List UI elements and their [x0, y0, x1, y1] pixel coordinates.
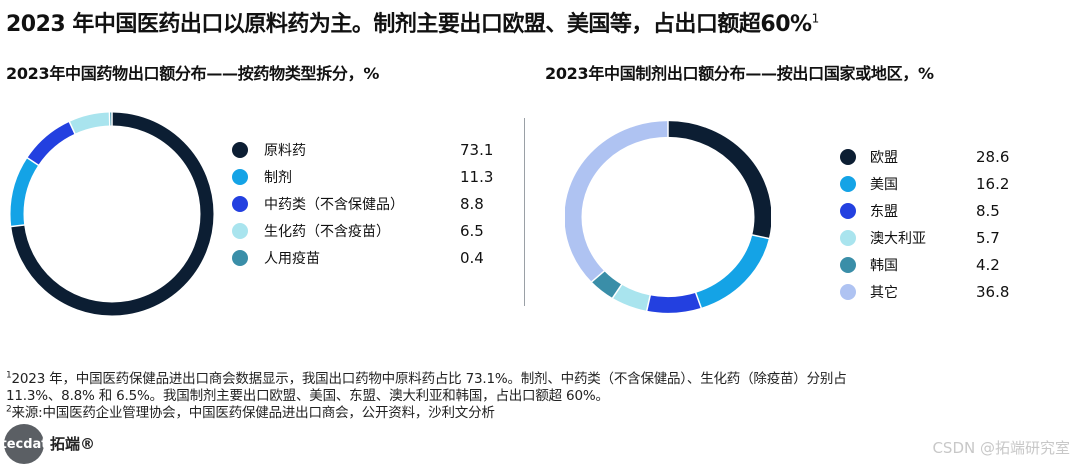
formulation-region-slice-2: [565, 121, 771, 313]
formulation-region-legend-value: 36.8: [976, 283, 1010, 301]
brand-name: 拓端®: [50, 435, 96, 453]
formulation-region-legend-swatch: [840, 257, 856, 273]
formulation-region-slice-separator-1: [751, 234, 770, 240]
drug-type-legend-swatch: [232, 142, 248, 158]
formulation-region-legend-item: 韩国 4.2: [840, 255, 1000, 275]
drug-type-legend-swatch: [232, 250, 248, 266]
drug-type-legend-value: 6.5: [460, 222, 484, 240]
drug-type-legend-value: 73.1: [460, 141, 494, 159]
footnote-source: 2来源:中国医药企业管理协会，中国医药保健品进出口商会，公开资料，沙利文分析: [6, 404, 495, 422]
drug-type-slice-separator-2: [26, 156, 40, 167]
formulation-region-legend-value: 4.2: [976, 256, 1000, 274]
chart-divider: [524, 118, 525, 306]
drug-type-slice-1: [10, 112, 214, 316]
formulation-region-legend-swatch: [840, 284, 856, 300]
formulation-region-legend-value: 5.7: [976, 229, 1000, 247]
formulation-region-legend-item: 欧盟 28.6: [840, 147, 1009, 167]
page-title: 2023 年中国医药出口以原料药为主。制剂主要出口欧盟、美国等，占出口额超60%…: [6, 11, 819, 37]
watermark: CSDN @拓端研究室: [932, 439, 1070, 457]
formulation-region-legend-item: 美国 16.2: [840, 174, 1009, 194]
drug-type-legend-item: 中药类（不含保健品） 8.8: [232, 194, 484, 214]
formulation-region-legend-label: 美国: [870, 177, 898, 193]
formulation-region-legend-swatch: [840, 176, 856, 192]
formulation-region-legend-item: 澳大利亚 5.7: [840, 228, 1000, 248]
drug-type-legend-label: 中药类（不含保健品）: [264, 197, 404, 213]
drug-type-legend-label: 人用疫苗: [264, 251, 320, 267]
formulation-region-legend-label: 欧盟: [870, 150, 898, 166]
formulation-region-legend-swatch: [840, 230, 856, 246]
formulation-region-donut-chart: [565, 121, 771, 313]
footnote-1-line-2: 11.3%、8.8% 和 6.5%。我国制剂主要出口欧盟、美国、东盟、澳大利亚和…: [6, 388, 609, 404]
formulation-region-slice-separator-3: [645, 294, 652, 312]
drug-type-legend-item: 人用疫苗 0.4: [232, 248, 484, 268]
formulation-region-legend-item: 其它 36.8: [840, 282, 1009, 302]
formulation-region-legend-swatch: [840, 203, 856, 219]
drug-type-legend: 原料药 73.1 制剂 11.3 中药类（不含保健品） 8.8 生化药（不含疫苗） 6.5 人用…: [232, 140, 512, 270]
drug-type-legend-swatch: [232, 169, 248, 185]
drug-type-legend-value: 11.3: [460, 168, 494, 186]
formulation-region-legend-value: 16.2: [976, 175, 1010, 193]
formulation-region-slice-separator-2: [694, 291, 703, 310]
drug-type-legend-label: 生化药（不含疫苗）: [264, 224, 390, 240]
formulation-region-legend: 欧盟 28.6 美国 16.2 东盟 8.5 澳大利亚 5.7 韩国 4.2 其它 36.8: [840, 147, 1040, 307]
formulation-region-legend-value: 28.6: [976, 148, 1010, 166]
formulation-region-legend-value: 8.5: [976, 202, 1000, 220]
drug-type-legend-value: 8.8: [460, 195, 484, 213]
drug-type-legend-item: 生化药（不含疫苗） 6.5: [232, 221, 484, 241]
formulation-region-slice-separator-5: [590, 269, 606, 283]
drug-type-legend-value: 0.4: [460, 249, 484, 267]
footnote-1-line-1: 12023 年，中国医药保健品进出口商会数据显示，我国出口药物中原料药占比 73…: [6, 370, 847, 388]
drug-type-slice-separator-1: [10, 224, 26, 228]
drug-type-legend-swatch: [232, 223, 248, 239]
formulation-region-legend-item: 东盟 8.5: [840, 201, 1000, 221]
formulation-region-legend-label: 其它: [870, 285, 898, 301]
drug-type-legend-label: 原料药: [264, 143, 306, 159]
right-chart-title: 2023年中国制剂出口额分布——按出口国家或地区，%: [545, 64, 934, 83]
drug-type-legend-item: 原料药 73.1: [232, 140, 493, 160]
tecdat-logo: tecdat: [0, 424, 48, 464]
drug-type-legend-item: 制剂 11.3: [232, 167, 493, 187]
drug-type-donut-chart: [10, 112, 214, 316]
formulation-region-legend-swatch: [840, 149, 856, 165]
drug-type-slice-separator-3: [68, 120, 76, 135]
formulation-region-legend-label: 韩国: [870, 258, 898, 274]
formulation-region-legend-label: 澳大利亚: [870, 231, 926, 247]
left-chart-title: 2023年中国药物出口额分布——按药物类型拆分，%: [6, 64, 380, 83]
formulation-region-slice-separator-4: [611, 283, 623, 300]
formulation-region-legend-label: 东盟: [870, 204, 898, 220]
drug-type-legend-label: 制剂: [264, 170, 292, 186]
drug-type-legend-swatch: [232, 196, 248, 212]
